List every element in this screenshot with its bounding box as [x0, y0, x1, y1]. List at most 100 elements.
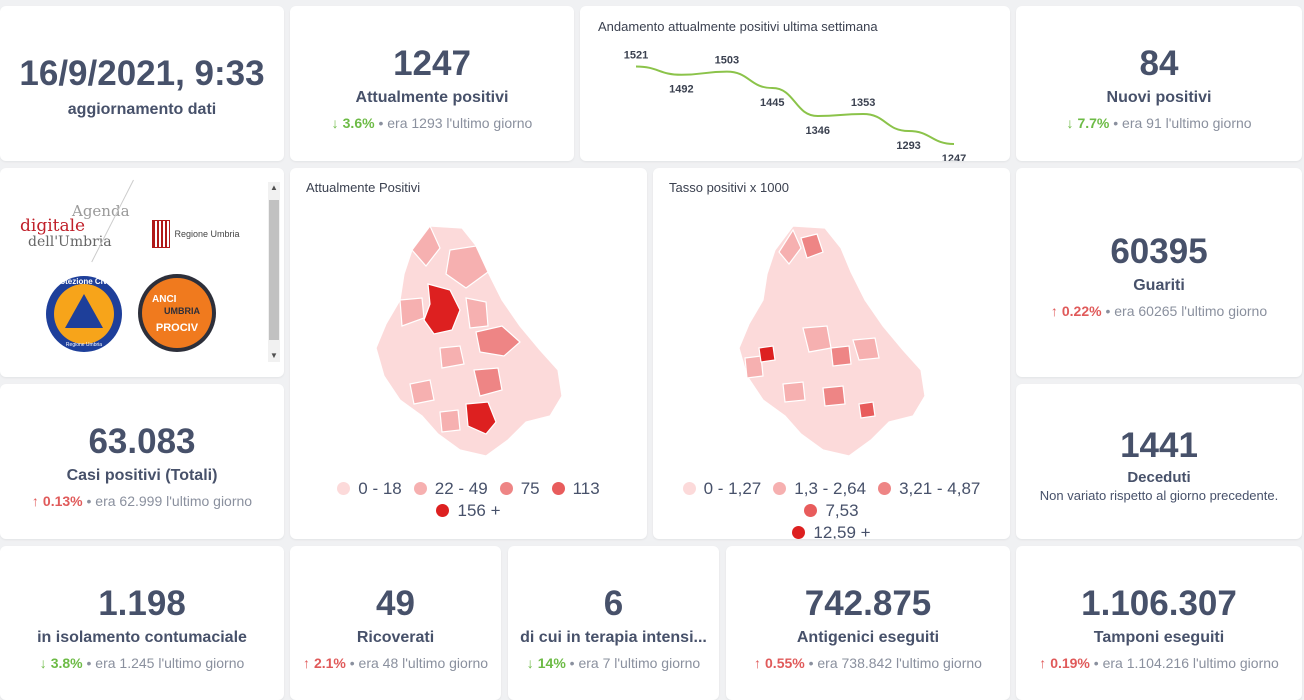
icu-value: 6: [603, 584, 624, 623]
trend-percent: 0.19%: [1050, 655, 1090, 671]
data-label: 1293: [896, 140, 920, 152]
logos-scrollbar[interactable]: ▲ ▼: [268, 182, 280, 362]
legend-dot-icon: [804, 504, 818, 517]
scroll-down-icon[interactable]: ▼: [270, 351, 278, 360]
map-rate-card: Tasso positivi x 1000 0 - 1,27 1,3 - 2,64…: [653, 168, 1010, 539]
legend-label: 1,3 - 2,64: [794, 479, 867, 498]
legend-item[interactable]: 0 - 18: [337, 478, 402, 500]
hospitalized-trend: ↑ 2.1% • era 48 l'ultimo giorno: [290, 655, 501, 671]
data-label: 1521: [624, 50, 648, 62]
district-2[interactable]: [800, 233, 824, 259]
trend-previous: • era 62.999 l'ultimo giorno: [82, 493, 253, 509]
weekly-chart-card: Andamento attualmente positivi ultima se…: [580, 6, 1010, 161]
district-4[interactable]: [758, 345, 776, 363]
district-10[interactable]: [782, 381, 806, 403]
isolation-value: 1.198: [98, 584, 186, 623]
legend-item[interactable]: 3,21 - 4,87: [878, 478, 980, 500]
legend-item[interactable]: 7,53: [804, 500, 859, 522]
arrow-down-icon: ↓: [39, 655, 47, 671]
update-datetime: 16/9/2021, 9:33: [19, 54, 265, 93]
legend-item[interactable]: 75: [499, 478, 540, 500]
update-card: 16/9/2021, 9:33 aggiornamento dati: [0, 6, 284, 161]
regione-umbria-icon: [152, 220, 170, 248]
antigen-trend: ↑ 0.55% • era 738.842 l'ultimo giorno: [726, 655, 1010, 671]
scroll-thumb[interactable]: [269, 200, 279, 340]
current-positive-value: 1247: [393, 44, 471, 83]
umbria-map-positive[interactable]: [290, 208, 647, 508]
data-label: 1445: [760, 97, 784, 109]
legend-item[interactable]: 113: [551, 478, 600, 500]
scroll-up-icon[interactable]: ▲: [270, 183, 278, 192]
hospitalized-value: 49: [376, 584, 415, 623]
legend-item[interactable]: 12,59 +: [792, 522, 871, 539]
deaths-value: 1441: [1120, 426, 1198, 465]
swabs-label: Tamponi eseguiti: [1093, 629, 1225, 646]
trend-previous: • era 60265 l'ultimo giorno: [1101, 303, 1268, 319]
district-5[interactable]: [475, 325, 521, 357]
legend-label: 156 +: [457, 501, 501, 520]
weekly-chart-title: Andamento attualmente positivi ultima se…: [598, 19, 878, 34]
arrow-up-icon: ↑: [31, 493, 39, 509]
umbria-map-rate[interactable]: [653, 208, 1010, 508]
isolation-card: 1.198 in isolamento contumaciale ↓ 3.8% •…: [0, 546, 284, 700]
district-8[interactable]: [822, 385, 846, 407]
district-2[interactable]: [445, 245, 489, 289]
new-positive-trend: ↓ 7.7% • era 91 l'ultimo giorno: [1016, 115, 1302, 131]
series-line: [635, 65, 955, 146]
map-positive-title: Attualmente Positivi: [306, 180, 421, 195]
protezione-civile-logo: Protezione Civile Regione Umbria: [46, 276, 122, 352]
legend-item[interactable]: 1,3 - 2,64: [773, 478, 866, 500]
data-label: 1492: [669, 84, 693, 96]
legend-dot-icon: [413, 482, 427, 495]
region-outline[interactable]: [738, 225, 926, 457]
legend-dot-icon: [436, 504, 450, 517]
district-1[interactable]: [411, 224, 441, 267]
legend-dot-icon: [682, 482, 696, 495]
antigen-value: 742.875: [804, 584, 932, 623]
district-6[interactable]: [830, 345, 852, 367]
legend-dot-icon: [337, 482, 351, 495]
trend-percent: 7.7%: [1077, 115, 1110, 131]
trend-previous: • era 1293 l'ultimo giorno: [374, 115, 533, 131]
district-3[interactable]: [399, 297, 425, 327]
data-label: 1503: [715, 55, 739, 67]
district-4[interactable]: [465, 297, 489, 329]
swabs-trend: ↑ 0.19% • era 1.104.216 l'ultimo giorno: [1016, 655, 1302, 671]
legend-label: 22 - 49: [434, 479, 488, 498]
arrow-up-icon: ↑: [1050, 303, 1058, 319]
recovered-trend: ↑ 0.22% • era 60265 l'ultimo giorno: [1016, 303, 1302, 319]
district-3[interactable]: [744, 355, 764, 379]
legend-item[interactable]: 0 - 1,27: [682, 478, 761, 500]
data-label: 1346: [805, 125, 829, 137]
swabs-card: 1.106.307 Tamponi eseguiti ↑ 0.19% • era …: [1016, 546, 1302, 700]
district-8[interactable]: [409, 379, 435, 405]
district-9[interactable]: [439, 409, 461, 433]
arrow-down-icon: ↓: [331, 115, 339, 131]
trend-percent: 2.1%: [313, 655, 346, 671]
total-cases-card: 63.083 Casi positivi (Totali) ↑ 0.13% • e…: [0, 384, 284, 539]
map-positive-legend: 0 - 18 22 - 49 75 113 156 +: [290, 478, 647, 522]
legend-item[interactable]: 156 +: [436, 500, 501, 522]
district-7[interactable]: [852, 337, 880, 361]
map-rate-title: Tasso positivi x 1000: [669, 180, 789, 195]
arrow-up-icon: ↑: [302, 655, 310, 671]
trend-previous: • era 48 l'ultimo giorno: [345, 655, 489, 671]
legend-label: 0 - 18: [358, 479, 402, 498]
new-positive-label: Nuovi positivi: [1106, 89, 1212, 106]
district-terni[interactable]: [465, 401, 497, 435]
district-7[interactable]: [473, 367, 503, 397]
district-perugia[interactable]: [423, 283, 461, 335]
trend-percent: 0.55%: [765, 655, 805, 671]
legend-item[interactable]: 22 - 49: [413, 478, 488, 500]
new-positive-value: 84: [1139, 44, 1179, 83]
trend-percent: 3.6%: [342, 115, 375, 131]
district-6[interactable]: [439, 345, 465, 369]
legend-dot-icon: [773, 482, 787, 495]
district-9[interactable]: [858, 401, 876, 419]
district-1[interactable]: [778, 228, 802, 265]
trend-previous: • era 7 l'ultimo giorno: [565, 655, 701, 671]
arrow-up-icon: ↑: [754, 655, 762, 671]
deaths-label: Deceduti: [1127, 469, 1191, 486]
legend-label: 113: [572, 479, 600, 498]
total-cases-value: 63.083: [88, 422, 196, 461]
